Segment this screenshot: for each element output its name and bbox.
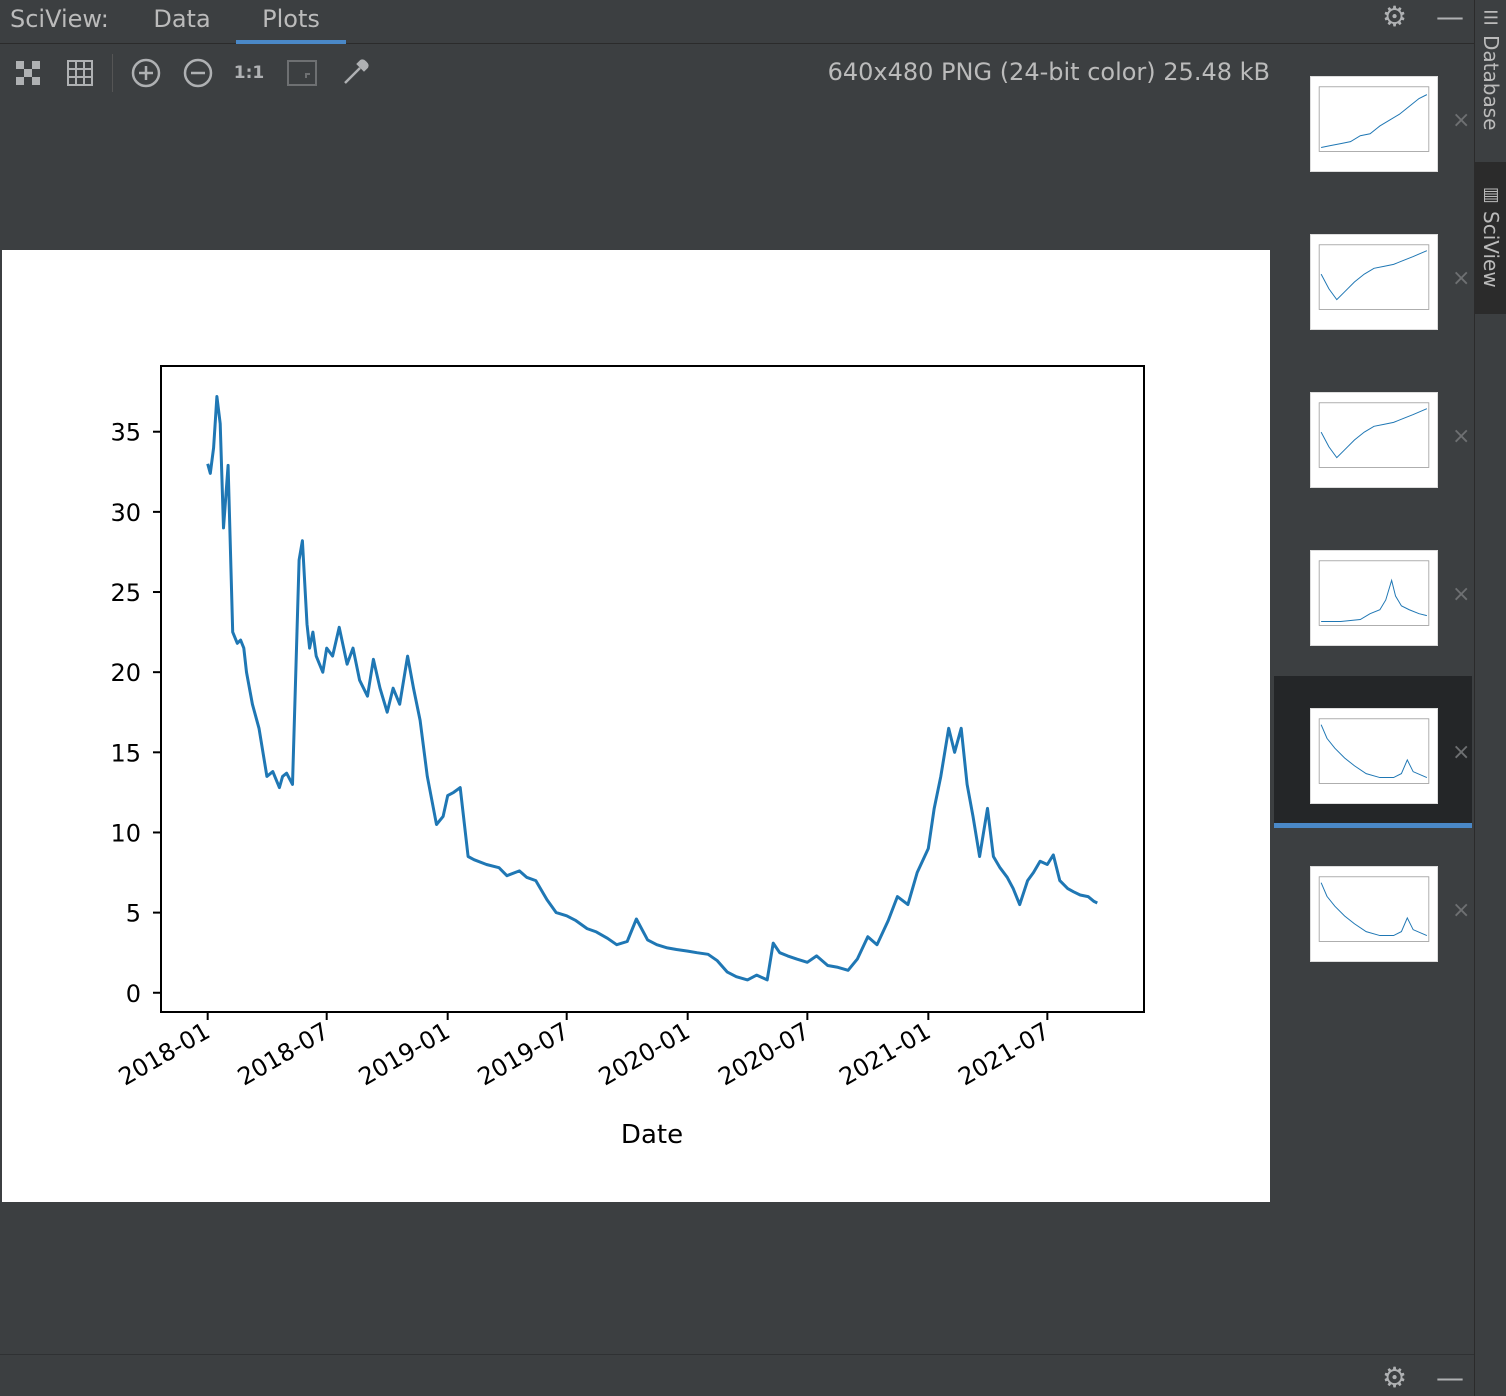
thumbnail-line	[1320, 250, 1428, 301]
data-line	[206, 395, 1098, 982]
plot-frame	[160, 365, 1145, 1013]
close-icon[interactable]: ×	[1452, 266, 1471, 291]
header-bar: SciView: Data Plots ⚙ —	[0, 0, 1474, 44]
plot-thumbnail-list: × × × × × ×	[1274, 44, 1472, 1344]
y-tick-label: 5	[126, 900, 141, 928]
x-tick-label: 2019-01	[354, 1017, 455, 1091]
fit-zoom-icon[interactable]	[11, 56, 45, 90]
plot-thumbnail-row[interactable]: ×	[1274, 518, 1472, 670]
actual-size-icon[interactable]: 1:1	[233, 63, 265, 83]
thumbnail-line	[1320, 724, 1428, 779]
plot-thumbnail-row[interactable]: ×	[1274, 834, 1472, 986]
color-picker-icon[interactable]	[338, 56, 372, 90]
x-tick-label: 2019-07	[473, 1017, 574, 1091]
x-tick-label: 2018-01	[114, 1017, 215, 1091]
bottom-bar: ⚙ —	[0, 1354, 1474, 1396]
plot-thumbnail-row[interactable]: ×	[1274, 202, 1472, 354]
gear-icon[interactable]: ⚙	[1382, 1361, 1408, 1394]
close-icon[interactable]: ×	[1452, 582, 1471, 607]
thumbnail-line	[1320, 882, 1428, 937]
minimize-icon[interactable]: —	[1436, 1361, 1464, 1394]
plot-thumbnail[interactable]	[1310, 866, 1438, 962]
plot-thumbnail-row[interactable]: ×	[1274, 360, 1472, 512]
database-tab[interactable]: ☰ Database	[1475, 8, 1506, 150]
x-axis-label: Date	[621, 1120, 683, 1150]
plot-image: 0 5 10 15 20 25 30 35 2018-01 2018-07 2019-01 2019…	[2, 250, 1270, 1202]
sciview-icon: ▤	[1482, 184, 1500, 205]
image-info-label: 640x480 PNG (24-bit color) 25.48 kB	[827, 58, 1270, 86]
zoom-in-icon[interactable]	[129, 56, 163, 90]
toolbar-separator	[112, 54, 113, 92]
y-tick-label: 35	[110, 419, 141, 447]
x-tick-label: 2020-07	[714, 1017, 815, 1091]
gear-icon[interactable]: ⚙	[1382, 0, 1408, 33]
y-tick-label: 10	[110, 819, 141, 847]
close-icon[interactable]: ×	[1452, 740, 1471, 765]
thumbnail-line	[1321, 578, 1427, 622]
fit-window-icon[interactable]	[285, 56, 319, 90]
y-axis: 0 5 10 15 20 25 30 35	[110, 419, 161, 1008]
x-axis: 2018-01 2018-07 2019-01 2019-07 2020-01 2020-…	[114, 1012, 1054, 1091]
sciview-tab-label: SciView	[1479, 211, 1503, 288]
plot-thumbnail[interactable]	[1310, 234, 1438, 330]
close-icon[interactable]: ×	[1452, 424, 1471, 449]
panel-title: SciView:	[10, 5, 109, 33]
tab-data[interactable]: Data	[153, 5, 211, 33]
plot-thumbnail[interactable]	[1310, 392, 1438, 488]
database-tab-label: Database	[1479, 35, 1503, 131]
minimize-icon[interactable]: —	[1436, 0, 1464, 33]
y-tick-label: 0	[126, 980, 141, 1008]
y-tick-label: 25	[110, 579, 141, 607]
sciview-tab[interactable]: ▤ SciView	[1475, 162, 1506, 314]
plot-thumbnail[interactable]	[1310, 550, 1438, 646]
zoom-out-icon[interactable]	[181, 56, 215, 90]
y-tick-label: 20	[110, 659, 141, 687]
y-tick-label: 15	[110, 739, 141, 767]
plot-thumbnail-row[interactable]: ×	[1274, 44, 1472, 196]
x-tick-label: 2020-01	[594, 1017, 695, 1091]
plot-thumbnail-row[interactable]: ×	[1274, 676, 1472, 828]
y-tick-label: 30	[110, 499, 141, 527]
right-tool-strip: ☰ Database ▤ SciView	[1474, 0, 1506, 1396]
plot-thumbnail[interactable]	[1310, 76, 1438, 172]
thumbnail-line	[1321, 94, 1428, 148]
image-toolbar: 1:1 640x480 PNG (24-bit color) 25.48 kB	[0, 44, 1290, 102]
plot-thumbnail[interactable]	[1310, 708, 1438, 804]
close-icon[interactable]: ×	[1452, 108, 1471, 133]
grid-icon[interactable]	[63, 56, 97, 90]
database-icon: ☰	[1482, 8, 1500, 29]
thumbnail-line	[1320, 408, 1428, 459]
line-chart: 0 5 10 15 20 25 30 35 2018-01 2018-07 2019-01 2019…	[110, 365, 1145, 1150]
x-tick-label: 2021-07	[953, 1017, 1054, 1091]
close-icon[interactable]: ×	[1452, 898, 1471, 923]
x-tick-label: 2018-07	[233, 1017, 334, 1091]
x-tick-label: 2021-01	[834, 1017, 935, 1091]
tab-plots[interactable]: Plots	[236, 5, 346, 44]
